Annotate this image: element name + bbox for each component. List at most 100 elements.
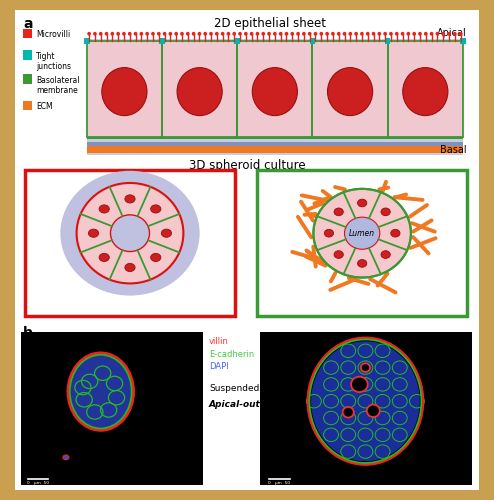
Circle shape <box>302 32 306 35</box>
Text: 2D epithelial sheet: 2D epithelial sheet <box>214 17 326 30</box>
Circle shape <box>389 32 393 35</box>
Ellipse shape <box>344 217 380 250</box>
Text: Apical-out: Apical-out <box>209 400 261 409</box>
Ellipse shape <box>351 376 368 392</box>
Text: ECM: ECM <box>36 102 53 111</box>
Bar <box>235 38 240 44</box>
Text: Apical: Apical <box>436 28 466 38</box>
Ellipse shape <box>99 205 109 213</box>
Circle shape <box>168 32 172 35</box>
Text: 0   μm  50: 0 μm 50 <box>27 482 49 486</box>
Circle shape <box>204 32 207 35</box>
Text: Apical-out: Apical-out <box>103 303 157 313</box>
Text: In suspension: In suspension <box>94 293 166 303</box>
Circle shape <box>151 32 155 35</box>
Circle shape <box>360 32 364 35</box>
Bar <box>87 41 463 137</box>
Bar <box>162 41 237 137</box>
Circle shape <box>343 32 346 35</box>
Circle shape <box>93 32 97 35</box>
Circle shape <box>447 32 451 35</box>
Bar <box>460 38 466 44</box>
Text: Tight
junctions: Tight junctions <box>36 52 71 71</box>
Ellipse shape <box>102 68 147 116</box>
Ellipse shape <box>367 404 380 417</box>
Circle shape <box>267 32 271 35</box>
Circle shape <box>453 32 456 35</box>
Ellipse shape <box>111 215 150 252</box>
Circle shape <box>296 32 300 35</box>
Text: DAPI: DAPI <box>451 362 471 372</box>
Bar <box>260 332 472 485</box>
Circle shape <box>279 32 283 35</box>
Text: villin: villin <box>209 338 229 346</box>
Bar <box>237 41 313 137</box>
Ellipse shape <box>63 455 69 460</box>
Bar <box>310 38 315 44</box>
Circle shape <box>337 32 340 35</box>
Bar <box>23 50 33 60</box>
Ellipse shape <box>361 364 370 372</box>
Text: b: b <box>23 326 33 340</box>
Text: a: a <box>23 17 33 31</box>
Ellipse shape <box>60 171 200 296</box>
Bar <box>87 39 463 155</box>
Circle shape <box>215 32 219 35</box>
Ellipse shape <box>391 230 400 237</box>
Circle shape <box>157 32 161 35</box>
Bar <box>23 74 33 84</box>
Circle shape <box>459 32 462 35</box>
Circle shape <box>371 32 375 35</box>
Circle shape <box>308 32 312 35</box>
Bar <box>87 136 463 139</box>
Ellipse shape <box>125 195 135 203</box>
Text: 0   μm  50: 0 μm 50 <box>268 482 290 486</box>
Circle shape <box>145 32 149 35</box>
Circle shape <box>227 32 230 35</box>
Circle shape <box>163 32 166 35</box>
FancyBboxPatch shape <box>25 170 235 316</box>
Circle shape <box>412 32 416 35</box>
Text: In gel: In gel <box>446 384 471 394</box>
Circle shape <box>209 32 213 35</box>
Text: DAPI: DAPI <box>209 362 229 372</box>
Ellipse shape <box>162 229 171 237</box>
Bar <box>159 38 165 44</box>
Circle shape <box>354 32 358 35</box>
Circle shape <box>430 32 433 35</box>
Circle shape <box>238 32 242 35</box>
Circle shape <box>436 32 439 35</box>
Circle shape <box>250 32 253 35</box>
Circle shape <box>232 32 236 35</box>
Ellipse shape <box>177 68 222 116</box>
Circle shape <box>99 32 103 35</box>
Bar <box>23 100 33 110</box>
Text: Basal: Basal <box>440 145 466 155</box>
Text: Basolateral
membrane: Basolateral membrane <box>36 76 80 95</box>
Ellipse shape <box>381 208 390 216</box>
Circle shape <box>128 32 131 35</box>
Ellipse shape <box>325 230 333 237</box>
Circle shape <box>180 32 184 35</box>
Circle shape <box>116 32 120 35</box>
Circle shape <box>418 32 422 35</box>
Bar <box>87 41 162 137</box>
Circle shape <box>111 32 114 35</box>
Ellipse shape <box>358 260 367 267</box>
Text: E-cadherin: E-cadherin <box>425 350 471 359</box>
Text: Suspended: Suspended <box>209 384 259 394</box>
Text: Apical-in: Apical-in <box>426 400 471 409</box>
Ellipse shape <box>151 254 161 262</box>
Bar <box>87 142 463 146</box>
Ellipse shape <box>252 68 297 116</box>
Circle shape <box>348 32 352 35</box>
Ellipse shape <box>358 199 367 207</box>
Circle shape <box>331 32 335 35</box>
Circle shape <box>273 32 277 35</box>
Ellipse shape <box>313 189 411 278</box>
Circle shape <box>261 32 265 35</box>
Ellipse shape <box>343 407 354 418</box>
Bar <box>388 41 463 137</box>
Ellipse shape <box>99 254 109 262</box>
Circle shape <box>407 32 410 35</box>
